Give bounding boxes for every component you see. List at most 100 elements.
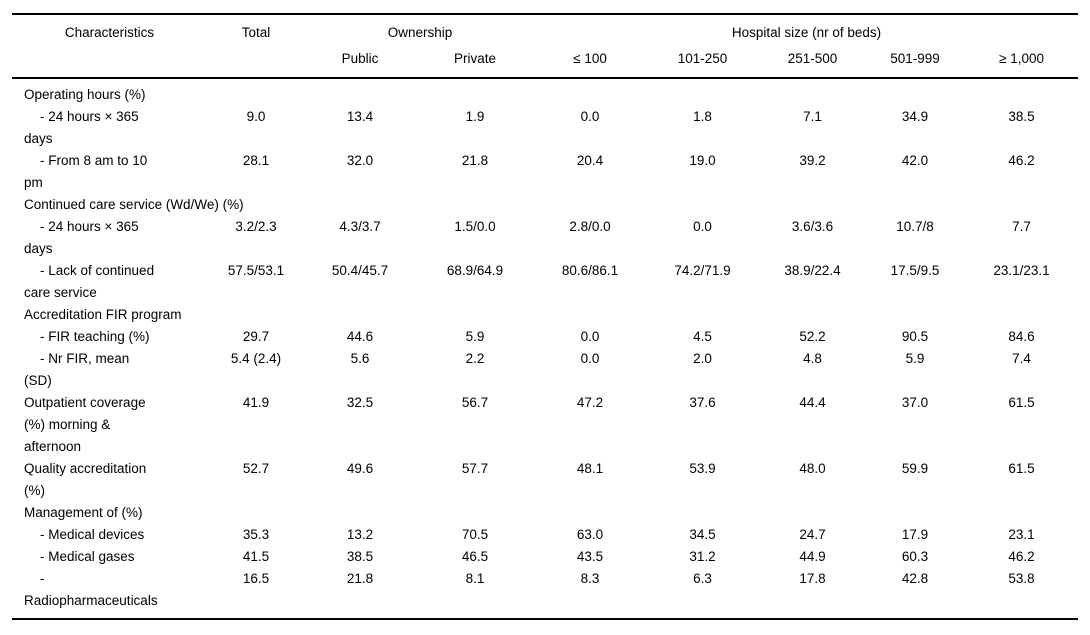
value-cell: 23.1/23.1 <box>993 263 1050 278</box>
value-cell: 42.8 <box>901 571 929 586</box>
row-label: - Nr FIR, mean (SD) <box>24 351 130 388</box>
value-cell: 56.7 <box>461 395 489 410</box>
row-label: - 24 hours × 365 days <box>24 219 139 256</box>
value-cell: 17.5/9.5 <box>890 263 940 278</box>
value-cell: 52.2 <box>799 329 826 344</box>
value-cell: 39.2 <box>799 153 826 168</box>
value-cell: 84.6 <box>1008 329 1035 344</box>
value-cell: 38.5 <box>346 549 374 564</box>
row-label: - Lack of continued care service <box>24 263 155 300</box>
value-cell: 7.4 <box>1012 351 1031 366</box>
col-header-beds-ge1000: ≥ 1,000 <box>999 51 1044 66</box>
value-cell: 0.0 <box>580 351 600 366</box>
header-row-groups: Characteristics Total Ownership Hospital… <box>12 14 1078 45</box>
value-cell: 43.5 <box>576 549 604 564</box>
value-cell: 53.9 <box>689 461 716 476</box>
value-cell: 0.0 <box>693 219 712 234</box>
value-cell: 50.4/45.7 <box>331 263 389 278</box>
col-header-beds-501-999: 501-999 <box>890 51 940 66</box>
value-cell: 24.7 <box>799 527 826 542</box>
table-row: - Radiopharmaceuticals 16.5 21.8 8.1 8.3 6.3 1… <box>12 568 1078 619</box>
col-header-beds-101-250: 101-250 <box>677 51 728 66</box>
row-label: - From 8 am to 10 pm <box>24 153 148 190</box>
value-cell: 68.9/64.9 <box>446 263 504 278</box>
value-cell: 0.0 <box>580 109 600 124</box>
value-cell: 8.1 <box>465 571 485 586</box>
value-cell: 4.8 <box>803 351 822 366</box>
col-header-private: Private <box>453 51 497 66</box>
value-cell: 34.9 <box>901 109 929 124</box>
value-cell: 7.7 <box>1012 219 1031 234</box>
header-row-subcolumns: Public Private ≤ 100 101-250 251-500 501… <box>12 45 1078 78</box>
row-label: Quality accreditation (%) <box>24 461 147 498</box>
value-cell: 1.8 <box>693 109 712 124</box>
value-cell: 44.6 <box>346 329 374 344</box>
value-cell: 13.2 <box>346 527 374 542</box>
col-header-beds-le100: ≤ 100 <box>573 51 607 66</box>
value-cell: 61.5 <box>1008 395 1035 410</box>
value-cell: 47.2 <box>576 395 604 410</box>
value-cell: 32.0 <box>346 153 374 168</box>
row-label: - 24 hours × 365 days <box>24 109 139 146</box>
value-cell: 44.4 <box>799 395 826 410</box>
value-cell: 3.6/3.6 <box>791 219 834 234</box>
table-row: Operating hours (%) <box>12 78 1078 106</box>
value-cell: 48.0 <box>799 461 826 476</box>
value-cell: 46.5 <box>461 549 489 564</box>
table-row: Management of (%) <box>12 502 1078 524</box>
value-cell: 42.0 <box>901 153 929 168</box>
value-cell: 6.3 <box>693 571 712 586</box>
value-cell: 59.9 <box>901 461 929 476</box>
value-cell: 34.5 <box>689 527 716 542</box>
value-cell: 16.5 <box>242 571 270 586</box>
table-row: Outpatient coverage (%) morning & aftern… <box>12 392 1078 458</box>
value-cell: 13.4 <box>346 109 374 124</box>
row-section-label: Continued care service (Wd/We) (%) <box>24 197 244 212</box>
value-cell: 49.6 <box>346 461 374 476</box>
value-cell: 17.9 <box>901 527 929 542</box>
table-row: - Medical gases 41.5 38.5 46.5 43.5 31.2 44.9 6… <box>12 546 1078 568</box>
value-cell: 53.8 <box>1008 571 1035 586</box>
table-row: - Nr FIR, mean (SD) 5.4 (2.4) 5.6 2.2 0.0 2.0… <box>12 348 1078 392</box>
value-cell: 29.7 <box>242 329 270 344</box>
row-label: - Radiopharmaceuticals <box>24 571 158 608</box>
value-cell: 32.5 <box>346 395 374 410</box>
value-cell: 41.5 <box>242 549 270 564</box>
value-cell: 74.2/71.9 <box>674 263 731 278</box>
value-cell: 9.0 <box>246 109 266 124</box>
value-cell: 10.7/8 <box>896 219 934 234</box>
value-cell: 57.7 <box>461 461 489 476</box>
value-cell: 4.5 <box>693 329 712 344</box>
value-cell: 46.2 <box>1008 549 1035 564</box>
value-cell: 5.9 <box>465 329 485 344</box>
value-cell: 1.5/0.0 <box>454 219 496 234</box>
value-cell: 0.0 <box>580 329 600 344</box>
value-cell: 20.4 <box>576 153 604 168</box>
row-label: - FIR teaching (%) <box>40 329 150 344</box>
value-cell: 41.9 <box>242 395 270 410</box>
value-cell: 2.0 <box>693 351 712 366</box>
row-section-label: Operating hours (%) <box>24 87 146 102</box>
table-row: - Lack of continued care service 57.5/53.… <box>12 260 1078 304</box>
table-row: Continued care service (Wd/We) (%) <box>12 194 1078 216</box>
col-header-beds-251-500: 251-500 <box>787 51 838 66</box>
value-cell: 57.5/53.1 <box>227 263 285 278</box>
table-row: - 24 hours × 365 days 3.2/2.3 4.3/3.7 1.5/0… <box>12 216 1078 260</box>
table-header: Characteristics Total Ownership Hospital… <box>12 14 1079 78</box>
value-cell: 46.2 <box>1008 153 1035 168</box>
table-row: Quality accreditation (%) 52.7 49.6 57.7 48.… <box>12 458 1078 502</box>
col-group-hospital-size: Hospital size (nr of beds) <box>731 25 882 40</box>
value-cell: 38.5 <box>1008 109 1035 124</box>
value-cell: 80.6/86.1 <box>561 263 619 278</box>
table-row: - FIR teaching (%) 29.7 44.6 5.9 0.0 4.5 52.2 9… <box>12 326 1078 348</box>
table-row: Accreditation FIR program <box>12 304 1078 326</box>
col-header-public: Public <box>341 51 379 66</box>
value-cell: 2.8/0.0 <box>569 219 611 234</box>
value-cell: 60.3 <box>901 549 929 564</box>
value-cell: 7.1 <box>803 109 822 124</box>
value-cell: 38.9/22.4 <box>784 263 841 278</box>
table-row: - Medical devices 35.3 13.2 70.5 63.0 34.5 24.… <box>12 524 1078 546</box>
value-cell: 5.6 <box>350 351 370 366</box>
value-cell: 37.0 <box>901 395 929 410</box>
value-cell: 23.1 <box>1008 527 1035 542</box>
